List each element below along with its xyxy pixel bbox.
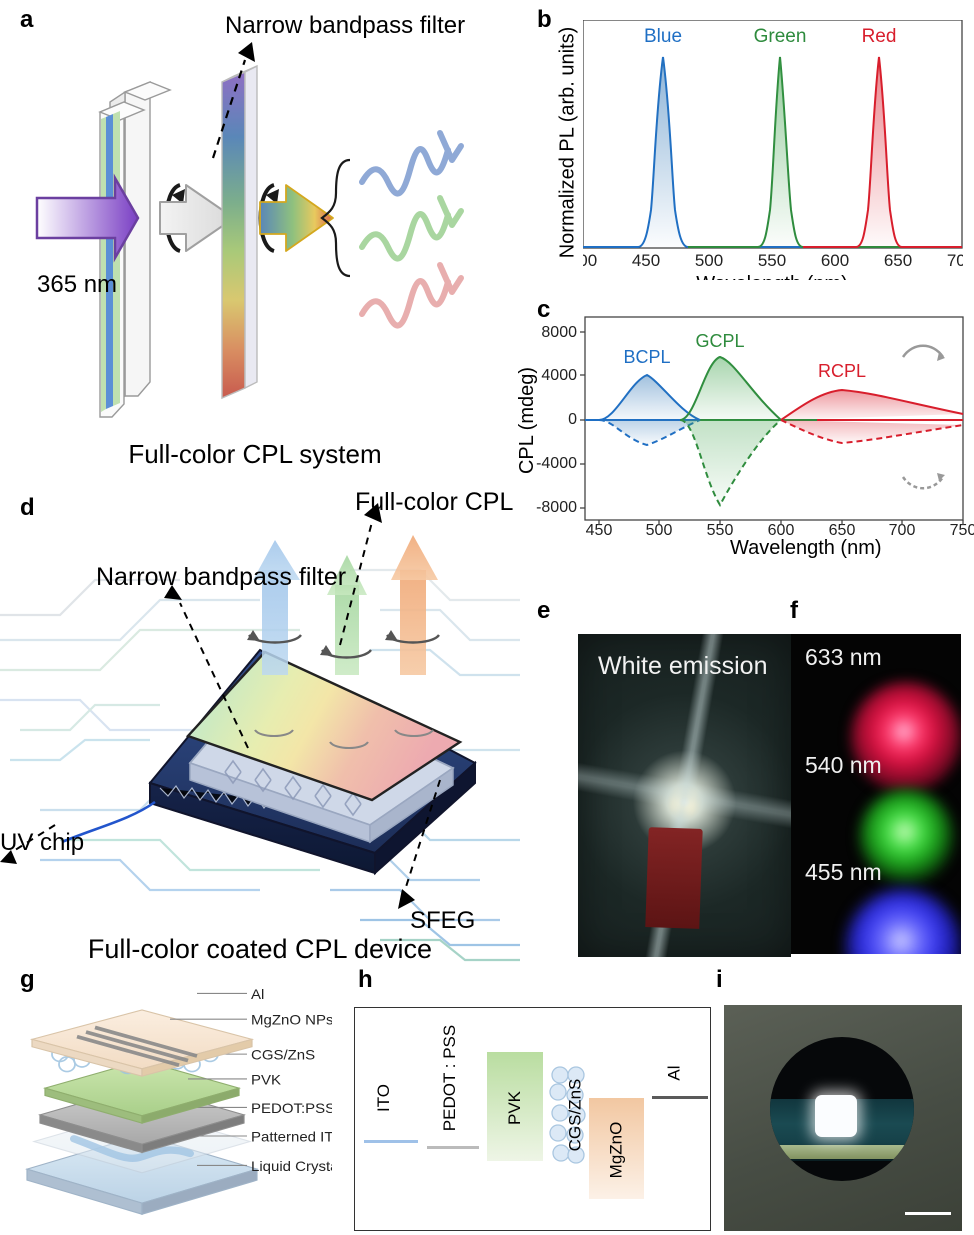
svg-text:Al: Al [251, 987, 264, 1002]
svg-text:Red: Red [862, 26, 897, 47]
svg-text:-8000: -8000 [536, 499, 577, 516]
svg-text:RCPL: RCPL [818, 361, 866, 381]
svg-text:PEDOT:PSS: PEDOT:PSS [251, 1102, 332, 1117]
svg-text:365 nm: 365 nm [37, 271, 117, 298]
svg-text:Patterned ITO: Patterned ITO [251, 1130, 332, 1145]
svg-text:Narrow bandpass filter: Narrow bandpass filter [225, 12, 465, 39]
svg-text:Full-color CPL system: Full-color CPL system [128, 439, 381, 469]
svg-text:650: 650 [884, 251, 912, 270]
svg-text:Green: Green [754, 26, 807, 47]
svg-text:MgZnO NPs: MgZnO NPs [251, 1013, 332, 1028]
svg-text:450: 450 [632, 251, 660, 270]
svg-text:SFEG: SFEG [410, 907, 475, 934]
svg-text:0: 0 [568, 411, 577, 428]
svg-text:Blue: Blue [644, 26, 682, 47]
svg-text:Full-color coated CPL device: Full-color coated CPL device [88, 934, 432, 964]
svg-text:GCPL: GCPL [695, 331, 744, 351]
svg-text:Wavelength (nm): Wavelength (nm) [696, 273, 848, 280]
svg-text:400: 400 [583, 251, 597, 270]
svg-text:UV chip: UV chip [0, 829, 84, 856]
svg-text:700: 700 [947, 251, 963, 270]
svg-text:Liquid Crystal: Liquid Crystal [251, 1159, 332, 1174]
svg-text:4000: 4000 [541, 367, 577, 384]
svg-text:600: 600 [821, 251, 849, 270]
svg-text:8000: 8000 [541, 324, 577, 341]
svg-text:550: 550 [758, 251, 786, 270]
svg-text:500: 500 [695, 251, 723, 270]
svg-text:CGS/ZnS: CGS/ZnS [251, 1048, 315, 1063]
svg-text:Narrow bandpass filter: Narrow bandpass filter [96, 563, 346, 591]
svg-text:750: 750 [950, 522, 974, 539]
svg-text:Full-color CPL: Full-color CPL [355, 488, 513, 516]
svg-text:BCPL: BCPL [623, 347, 670, 367]
svg-text:-4000: -4000 [536, 455, 577, 472]
svg-text:PVK: PVK [251, 1073, 281, 1088]
